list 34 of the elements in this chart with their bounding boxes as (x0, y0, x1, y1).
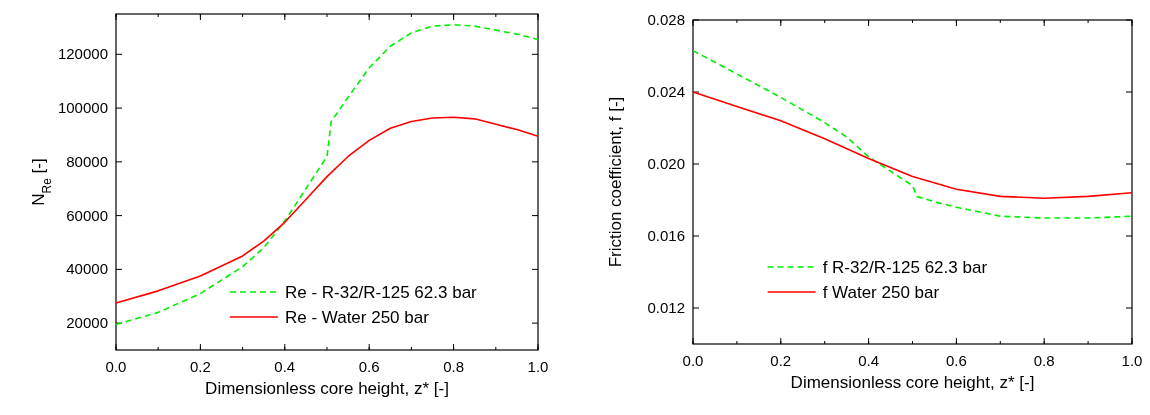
legend-label: f R-32/R-125 62.3 bar (822, 258, 988, 277)
x-tick-label: 0.2 (189, 358, 211, 375)
x-tick-label: 0.8 (1033, 352, 1055, 369)
line-series (692, 91, 1133, 199)
y-tick-label: 0.024 (647, 83, 685, 100)
x-tick-label: 0.6 (945, 352, 967, 369)
y-tick-label: 0.028 (647, 11, 685, 28)
line-series (115, 23, 539, 326)
x-axis-title: Dimensionless core height, z* [-] (790, 373, 1035, 392)
x-tick-label: 0.4 (858, 352, 880, 369)
legend-label: Re - Water 250 bar (284, 308, 430, 327)
y-tick-label: 0.012 (647, 299, 685, 316)
legend-label: Re - R-32/R-125 62.3 bar (284, 283, 478, 302)
y-axis-title: Friction coefficient, f [-] (606, 96, 625, 268)
y-tick-label: 100000 (57, 99, 108, 117)
line-series (692, 49, 1133, 219)
y-tick-label: 40000 (66, 260, 108, 278)
y-tick-label: 20000 (66, 314, 108, 332)
x-tick-label: 0.0 (682, 352, 704, 369)
x-tick-label: 1.0 (527, 358, 549, 375)
line-series (115, 116, 539, 304)
x-tick-label: 1.0 (1121, 352, 1143, 369)
y-tick-label: 80000 (66, 152, 108, 170)
y-tick-label: 0.016 (647, 227, 685, 244)
x-tick-label: 0.0 (105, 358, 127, 375)
y-tick-label: 60000 (66, 206, 108, 224)
x-tick-label: 0.6 (358, 358, 380, 375)
x-tick-label: 0.2 (770, 352, 792, 369)
y-tick-label: 120000 (57, 45, 108, 63)
y-tick-label: 0.020 (647, 155, 685, 172)
x-tick-label: 0.4 (274, 358, 296, 375)
x-tick-label: 0.8 (443, 358, 465, 375)
legend-label: f Water 250 bar (822, 283, 940, 302)
x-axis-title: Dimensionless core height, z* [-] (205, 379, 449, 398)
